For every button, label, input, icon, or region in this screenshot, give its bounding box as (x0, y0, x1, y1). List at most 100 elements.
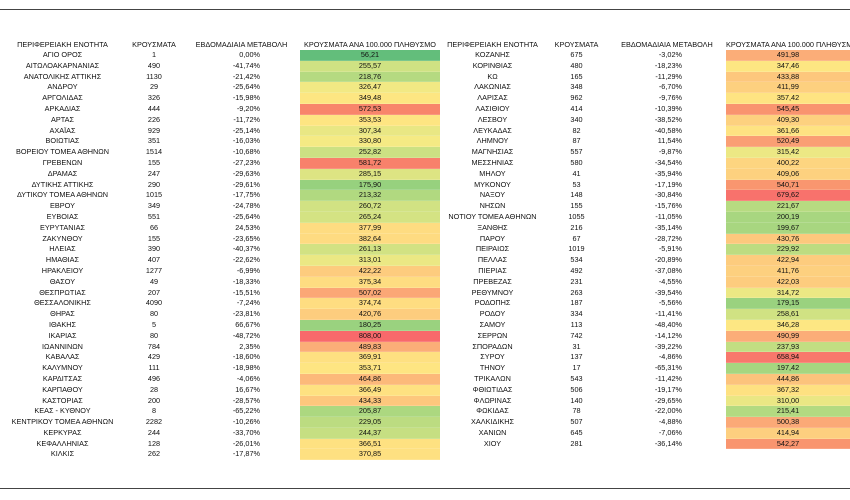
rate-per-100k-value: 237,93 (726, 341, 850, 353)
table-row: ΚΕΡΚΥΡΑΣ 244 -33,70% 244,37 ΧΑΝΙΩΝ 645 -7,06% 4… (0, 427, 850, 439)
rate-per-100k-value: 409,30 (726, 114, 850, 126)
weekly-change-value: -9,20% (236, 103, 260, 113)
cases-value: 1019 (568, 244, 585, 254)
region-name: ΜΑΓΝΗΣΙΑΣ (471, 147, 514, 157)
region-name: ΘΕΣΣΑΛΟΝΙΚΗΣ (34, 298, 91, 308)
cases-value: 5 (151, 319, 157, 329)
weekly-change-value: -34,54% (654, 157, 682, 167)
rate-per-100k-value: 261,13 (300, 244, 440, 256)
weekly-change-value: -25,14% (232, 125, 260, 135)
weekly-change-value: -22,62% (232, 255, 260, 265)
weekly-change-value: -24,78% (232, 201, 260, 211)
rate-per-100k-value: 491,98 (726, 50, 850, 61)
rate-per-100k-value: 229,92 (726, 244, 850, 256)
region-name: ΚΕΝΤΡΙΚΟΥ ΤΟΜΕΑ ΑΘΗΝΩΝ (11, 417, 114, 427)
table-row: ΑΝΑΤΟΛΙΚΗΣ ΑΤΤΙΚΗΣ 1130 -21,42% 218,76 ΚΩ 165… (0, 71, 850, 83)
weekly-change-value: -20,89% (654, 255, 682, 265)
rate-per-100k-value: 374,74 (300, 298, 440, 310)
rate-per-100k-value: 808,00 (300, 330, 440, 342)
weekly-change-value: -21,42% (232, 71, 260, 81)
header-region-right: ΠΕΡΙΦΕΡΕΙΑΚΗ ΕΝΟΤΗΤΑ (447, 40, 538, 49)
table-row: ΗΜΑΘΙΑΣ 407 -22,62% 313,01 ΠΕΛΛΑΣ 534 -20,89% 4… (0, 255, 850, 266)
cases-value: 543 (570, 373, 583, 383)
region-name: ΠΕΛΛΑΣ (477, 255, 508, 265)
region-name: ΒΟΙΩΤΙΑΣ (45, 136, 80, 146)
cases-value: 1015 (145, 190, 163, 200)
region-name: ΧΙΟΥ (483, 438, 502, 448)
rate-per-100k-value: 409,06 (726, 168, 850, 180)
region-name: ΔΡΑΜΑΣ (47, 168, 78, 178)
cases-value: 334 (570, 309, 583, 319)
weekly-change-value: -6,99% (236, 265, 260, 275)
weekly-change-value: -17,19% (654, 179, 682, 189)
cases-value: 140 (570, 395, 583, 405)
rate-per-100k-value: 200,19 (726, 211, 850, 223)
region-name: ΚΕΑΣ - ΚΥΘΝΟΥ (34, 406, 91, 416)
rate-per-100k-value: 414,94 (726, 427, 850, 439)
table-row: ΚΑΣΤΟΡΙΑΣ 200 -28,57% 434,33 ΦΛΩΡΙΝΑΣ 140 -29,… (0, 395, 850, 407)
rate-per-100k-value: 444,86 (726, 373, 850, 385)
region-name: ΡΟΔΟΠΗΣ (474, 298, 511, 308)
rate-per-100k-value: 255,57 (300, 60, 440, 72)
table-body: ΑΓΙΟ ΟΡΟΣ 1 0,00% 56,21 ΚΟΖΑΝΗΣ 675 -3,02% 491,… (0, 50, 850, 461)
cases-value: 742 (570, 330, 583, 340)
weekly-change-value: -39,54% (654, 287, 682, 297)
cases-value: 155 (570, 201, 583, 211)
table-row: ΙΩΑΝΝΙΝΩΝ 784 2,35% 489,83 ΣΠΟΡΑΔΩΝ 31 -39,22%… (0, 341, 850, 353)
weekly-change-value: -10,39% (654, 103, 682, 113)
table-row: ΘΕΣΣΑΛΟΝΙΚΗΣ 4090 -7,24% 374,74 ΡΟΔΟΠΗΣ 187 -5… (0, 298, 850, 310)
region-name: ΙΩΑΝΝΙΝΩΝ (42, 341, 83, 351)
rate-per-100k-value: 520,49 (726, 136, 850, 148)
weekly-change-value: -48,40% (654, 319, 682, 329)
rate-per-100k-value: 540,71 (726, 179, 850, 191)
region-name: ΠΙΕΡΙΑΣ (478, 265, 507, 275)
cases-value: 675 (570, 50, 583, 59)
table-row: ΑΓΙΟ ΟΡΟΣ 1 0,00% 56,21 ΚΟΖΑΝΗΣ 675 -3,02% 491,… (0, 50, 850, 61)
cases-value: 551 (147, 211, 161, 221)
region-name: ΔΥΤΙΚΟΥ ΤΟΜΕΑ ΑΘΗΝΩΝ (16, 190, 109, 200)
rate-per-100k-value: 260,72 (300, 201, 440, 212)
region-name: ΛΕΣΒΟΥ (477, 114, 508, 124)
region-name: ΑΡΓΟΛΙΔΑΣ (42, 93, 83, 103)
rate-per-100k-value: 545,45 (726, 103, 850, 115)
region-name: ΘΑΣΟΥ (49, 276, 76, 286)
cases-value: 492 (570, 265, 583, 275)
weekly-change-value: -15,98% (232, 93, 260, 103)
cases-value: 645 (570, 427, 583, 437)
cases-value: 244 (147, 427, 161, 437)
cases-value: 414 (570, 103, 583, 113)
cases-value: 226 (147, 114, 161, 124)
rate-per-100k-value: 197,42 (726, 363, 850, 374)
cases-value: 349 (147, 201, 161, 211)
region-name: ΕΒΡΟΥ (50, 201, 75, 211)
table-row: ΒΟΙΩΤΙΑΣ 351 -16,03% 330,80 ΛΗΜΝΟΥ 87 11,54% 52… (0, 136, 850, 148)
rate-per-100k-value: 433,88 (726, 71, 850, 83)
weekly-change-value: -4,06% (236, 373, 260, 383)
weekly-change-value: -17,87% (232, 449, 260, 459)
rate-per-100k-value: 375,34 (300, 276, 440, 288)
weekly-change-value: -18,60% (232, 352, 260, 362)
rate-per-100k-value: 361,66 (726, 125, 850, 137)
region-name: ΑΙΤΩΛΟΑΚΑΡΝΑΝΙΑΣ (25, 60, 100, 70)
table-row: ΚΑΛΥΜΝΟΥ 111 -18,98% 353,71 ΤΗΝΟΥ 17 -65,31% 19… (0, 363, 850, 374)
cases-value: 231 (570, 276, 583, 286)
region-name: ΚΟΡΙΝΘΙΑΣ (472, 60, 513, 70)
table-row: ΚΑΡΠΑΘΟΥ 28 16,67% 366,49 ΦΘΙΩΤΙΔΑΣ 506 -19,17… (0, 384, 850, 396)
weekly-change-value: -29,61% (232, 179, 260, 189)
region-name: ΓΡΕΒΕΝΩΝ (42, 157, 83, 167)
weekly-change-value: -4,86% (658, 352, 682, 362)
weekly-change-value: -25,64% (232, 211, 260, 221)
region-name: ΚΑΣΤΟΡΙΑΣ (42, 395, 83, 405)
cases-value: 165 (570, 71, 583, 81)
rate-per-100k-value: 229,05 (300, 417, 440, 428)
rate-per-100k-value: 310,00 (726, 395, 850, 407)
header-change-left: ΕΒΔΟΜΑΔΙΑΙΑ ΜΕΤΑΒΟΛΗ (195, 40, 288, 49)
table-row: ΘΑΣΟΥ 49 -18,33% 375,34 ΠΡΕΒΕΖΑΣ 231 -4,55% 422… (0, 276, 850, 288)
table-row: ΚΑΡΔΙΤΣΑΣ 496 -4,06% 464,86 ΤΡΙΚΑΛΩΝ 543 -11,4… (0, 373, 850, 385)
region-name: ΚΕΡΚΥΡΑΣ (43, 427, 82, 437)
rate-per-100k-value: 218,76 (300, 71, 440, 83)
table-row: ΒΟΡΕΙΟΥ ΤΟΜΕΑ ΑΘΗΝΩΝ 1514 -10,68% 252,82 ΜΑΓ… (0, 147, 850, 158)
rate-per-100k-value: 581,72 (300, 157, 440, 169)
region-name: ΛΑΡΙΣΑΣ (477, 93, 508, 103)
region-name: ΚΩ (487, 71, 498, 81)
